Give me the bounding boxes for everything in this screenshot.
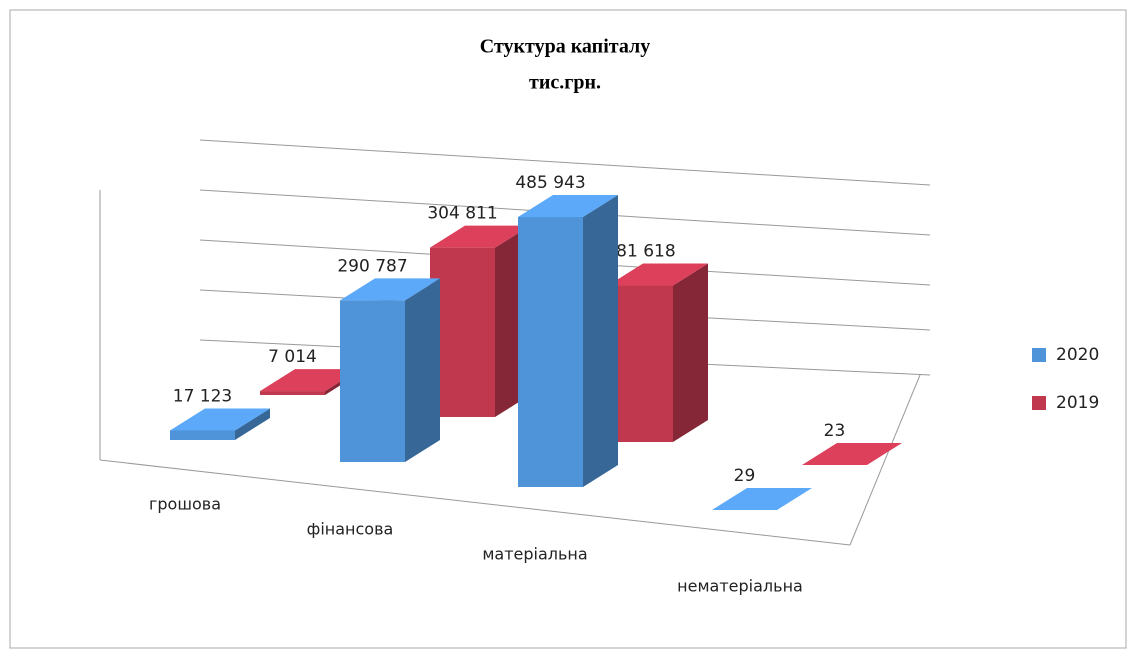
x-tick-label: матеріальна — [482, 545, 587, 564]
bar — [340, 278, 440, 462]
bar-front — [518, 217, 583, 487]
bar-front — [608, 285, 673, 442]
bar-top — [802, 442, 902, 465]
bar — [802, 442, 902, 465]
x-tick-label: нематеріальна — [677, 577, 803, 596]
legend-label: 2019 — [1056, 393, 1099, 413]
x-tick-label: фінансова — [307, 520, 394, 539]
bar-side — [405, 278, 440, 462]
bar-top — [608, 263, 708, 286]
bar-side — [867, 442, 902, 465]
data-label: 17 123 — [173, 386, 232, 406]
bar-side — [673, 263, 708, 442]
chart-subtitle: тис.грн. — [529, 72, 601, 94]
data-label: 485 943 — [515, 173, 585, 193]
bar-side — [583, 195, 618, 487]
bar — [170, 408, 270, 440]
bar — [608, 263, 708, 442]
legend-swatch — [1032, 348, 1046, 362]
bar-top — [712, 487, 812, 510]
x-tick-label: грошова — [149, 495, 221, 514]
data-label: 29 — [734, 466, 756, 486]
bar-side — [235, 408, 270, 440]
bar-top — [430, 225, 530, 248]
bar-front — [340, 300, 405, 462]
data-label: 281 618 — [605, 242, 675, 262]
bar-top — [260, 369, 360, 392]
bar-top — [340, 278, 440, 301]
bar-front — [260, 391, 325, 395]
bar-front — [430, 247, 495, 417]
data-label: 23 — [824, 421, 846, 441]
bar — [712, 487, 812, 510]
legend-swatch — [1032, 396, 1046, 410]
data-label: 7 014 — [268, 347, 317, 367]
legend-label: 2020 — [1056, 345, 1099, 365]
chart-title: Стуктура капіталу — [480, 36, 650, 58]
bar-front — [170, 430, 235, 440]
data-label: 290 787 — [337, 256, 407, 276]
bar-side — [777, 487, 812, 510]
bar-top — [170, 408, 270, 431]
bar — [430, 225, 530, 417]
data-label: 304 811 — [427, 204, 497, 224]
bar-top — [518, 195, 618, 217]
bar — [518, 195, 618, 487]
